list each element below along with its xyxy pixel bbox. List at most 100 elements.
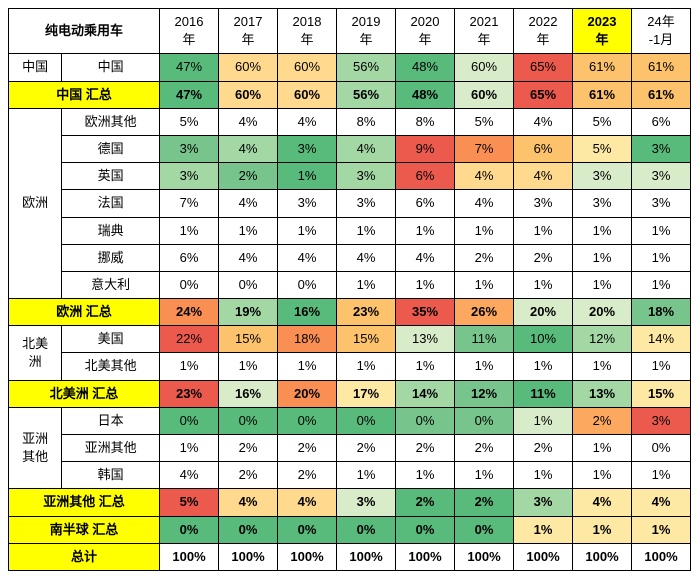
value-cell: 4%	[514, 163, 573, 190]
value-cell: 3%	[573, 163, 632, 190]
table-title: 纯电动乘用车	[9, 9, 160, 54]
header-row: 纯电动乘用车2016年2017年2018年2019年2020年2021年2022…	[9, 9, 691, 54]
value-cell: 18%	[278, 326, 337, 353]
row-label: 法国	[62, 190, 160, 217]
value-cell: 3%	[160, 135, 219, 162]
value-cell: 12%	[573, 326, 632, 353]
value-cell: 60%	[219, 81, 278, 108]
data-row: 瑞典1%1%1%1%1%1%1%1%1%	[9, 217, 691, 244]
value-cell: 35%	[396, 299, 455, 326]
value-cell: 1%	[632, 462, 691, 489]
value-cell: 1%	[573, 244, 632, 271]
value-cell: 100%	[573, 543, 632, 570]
value-cell: 5%	[160, 489, 219, 516]
value-cell: 100%	[455, 543, 514, 570]
value-cell: 7%	[455, 135, 514, 162]
value-cell: 4%	[219, 108, 278, 135]
data-row: 英国3%2%1%3%6%4%4%3%3%	[9, 163, 691, 190]
value-cell: 4%	[219, 489, 278, 516]
value-cell: 1%	[455, 271, 514, 298]
value-cell: 100%	[396, 543, 455, 570]
value-cell: 3%	[632, 190, 691, 217]
value-cell: 14%	[632, 326, 691, 353]
value-cell: 6%	[396, 163, 455, 190]
value-cell: 0%	[455, 407, 514, 434]
value-cell: 3%	[160, 163, 219, 190]
value-cell: 3%	[632, 407, 691, 434]
total-label: 总计	[9, 543, 160, 570]
value-cell: 16%	[219, 380, 278, 407]
value-cell: 1%	[160, 217, 219, 244]
subtotal-label: 南半球 汇总	[9, 516, 160, 543]
value-cell: 2%	[455, 489, 514, 516]
value-cell: 0%	[278, 407, 337, 434]
value-cell: 2%	[514, 244, 573, 271]
value-cell: 2%	[219, 435, 278, 462]
value-cell: 0%	[160, 516, 219, 543]
value-cell: 4%	[455, 190, 514, 217]
region-label: 欧洲	[9, 108, 62, 298]
value-cell: 4%	[219, 244, 278, 271]
col-header: 2021年	[455, 9, 514, 54]
value-cell: 61%	[632, 54, 691, 81]
value-cell: 1%	[514, 407, 573, 434]
region-label: 亚洲其他	[9, 407, 62, 489]
value-cell: 1%	[455, 217, 514, 244]
value-cell: 14%	[396, 380, 455, 407]
value-cell: 3%	[278, 135, 337, 162]
value-cell: 2%	[455, 244, 514, 271]
value-cell: 1%	[455, 353, 514, 380]
value-cell: 4%	[337, 244, 396, 271]
col-header: 2020年	[396, 9, 455, 54]
value-cell: 1%	[514, 353, 573, 380]
value-cell: 0%	[337, 407, 396, 434]
data-row: 亚洲其他1%2%2%2%2%2%2%1%0%	[9, 435, 691, 462]
value-cell: 2%	[455, 435, 514, 462]
value-cell: 0%	[160, 271, 219, 298]
row-label: 美国	[62, 326, 160, 353]
value-cell: 4%	[278, 244, 337, 271]
row-label: 北美其他	[62, 353, 160, 380]
value-cell: 65%	[514, 81, 573, 108]
value-cell: 60%	[219, 54, 278, 81]
subtotal-label: 欧洲 汇总	[9, 299, 160, 326]
value-cell: 19%	[219, 299, 278, 326]
value-cell: 100%	[632, 543, 691, 570]
data-row: 亚洲其他日本0%0%0%0%0%0%1%2%3%	[9, 407, 691, 434]
subtotal-row: 中国 汇总47%60%60%56%48%60%65%61%61%	[9, 81, 691, 108]
value-cell: 23%	[160, 380, 219, 407]
value-cell: 4%	[278, 489, 337, 516]
value-cell: 17%	[337, 380, 396, 407]
value-cell: 6%	[160, 244, 219, 271]
subtotal-row: 欧洲 汇总24%19%16%23%35%26%20%20%18%	[9, 299, 691, 326]
col-header: 2022年	[514, 9, 573, 54]
value-cell: 2%	[278, 435, 337, 462]
value-cell: 100%	[160, 543, 219, 570]
col-header: 2019年	[337, 9, 396, 54]
data-row: 欧洲欧洲其他5%4%4%8%8%5%4%5%6%	[9, 108, 691, 135]
value-cell: 1%	[573, 462, 632, 489]
value-cell: 1%	[573, 217, 632, 244]
value-cell: 13%	[396, 326, 455, 353]
value-cell: 3%	[514, 489, 573, 516]
value-cell: 100%	[219, 543, 278, 570]
value-cell: 1%	[219, 353, 278, 380]
value-cell: 1%	[396, 271, 455, 298]
value-cell: 3%	[337, 489, 396, 516]
data-row: 北美洲美国22%15%18%15%13%11%10%12%14%	[9, 326, 691, 353]
value-cell: 1%	[632, 217, 691, 244]
value-cell: 3%	[632, 135, 691, 162]
value-cell: 20%	[278, 380, 337, 407]
value-cell: 7%	[160, 190, 219, 217]
value-cell: 10%	[514, 326, 573, 353]
value-cell: 56%	[337, 54, 396, 81]
value-cell: 15%	[337, 326, 396, 353]
value-cell: 2%	[573, 407, 632, 434]
value-cell: 20%	[514, 299, 573, 326]
data-row: 法国7%4%3%3%6%4%3%3%3%	[9, 190, 691, 217]
value-cell: 1%	[632, 244, 691, 271]
value-cell: 61%	[632, 81, 691, 108]
value-cell: 4%	[219, 190, 278, 217]
value-cell: 20%	[573, 299, 632, 326]
value-cell: 100%	[514, 543, 573, 570]
